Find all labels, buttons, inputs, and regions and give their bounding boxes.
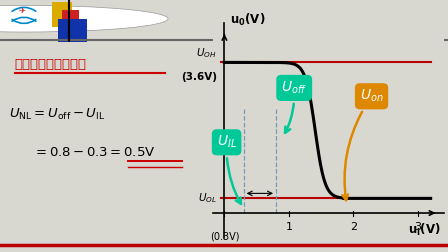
Text: 3: 3 [414, 222, 421, 232]
Text: $\mathbf{u_i(V)}$: $\mathbf{u_i(V)}$ [408, 222, 440, 238]
Text: (0.3V): (0.3V) [210, 232, 239, 242]
Circle shape [0, 5, 168, 32]
Text: 1: 1 [285, 222, 293, 232]
Text: $U_{off}$: $U_{off}$ [281, 80, 307, 133]
Text: $U_{OH}$: $U_{OH}$ [196, 47, 217, 60]
Text: $=0.8-0.3=0.5{\rm V}$: $=0.8-0.3=0.5{\rm V}$ [33, 146, 156, 159]
Bar [58, 19, 87, 42]
Text: $U_{on}$: $U_{on}$ [343, 88, 383, 200]
Text: (3.6V): (3.6V) [181, 72, 217, 82]
Bar [62, 10, 79, 31]
Text: 低电平噪声容限为：: 低电平噪声容限为： [15, 58, 87, 71]
Text: $\mathbf{u_0(V)}$: $\mathbf{u_0(V)}$ [229, 12, 265, 28]
Bar [52, 2, 72, 27]
Text: $U_{IL}$: $U_{IL}$ [217, 134, 241, 204]
Text: ✈: ✈ [19, 6, 26, 15]
Text: 2: 2 [350, 222, 357, 232]
Text: $U_{OL}$: $U_{OL}$ [198, 192, 217, 205]
Text: $U_{\rm NL}=U_{\rm off}-U_{\rm IL}$: $U_{\rm NL}=U_{\rm off}-U_{\rm IL}$ [9, 107, 105, 122]
